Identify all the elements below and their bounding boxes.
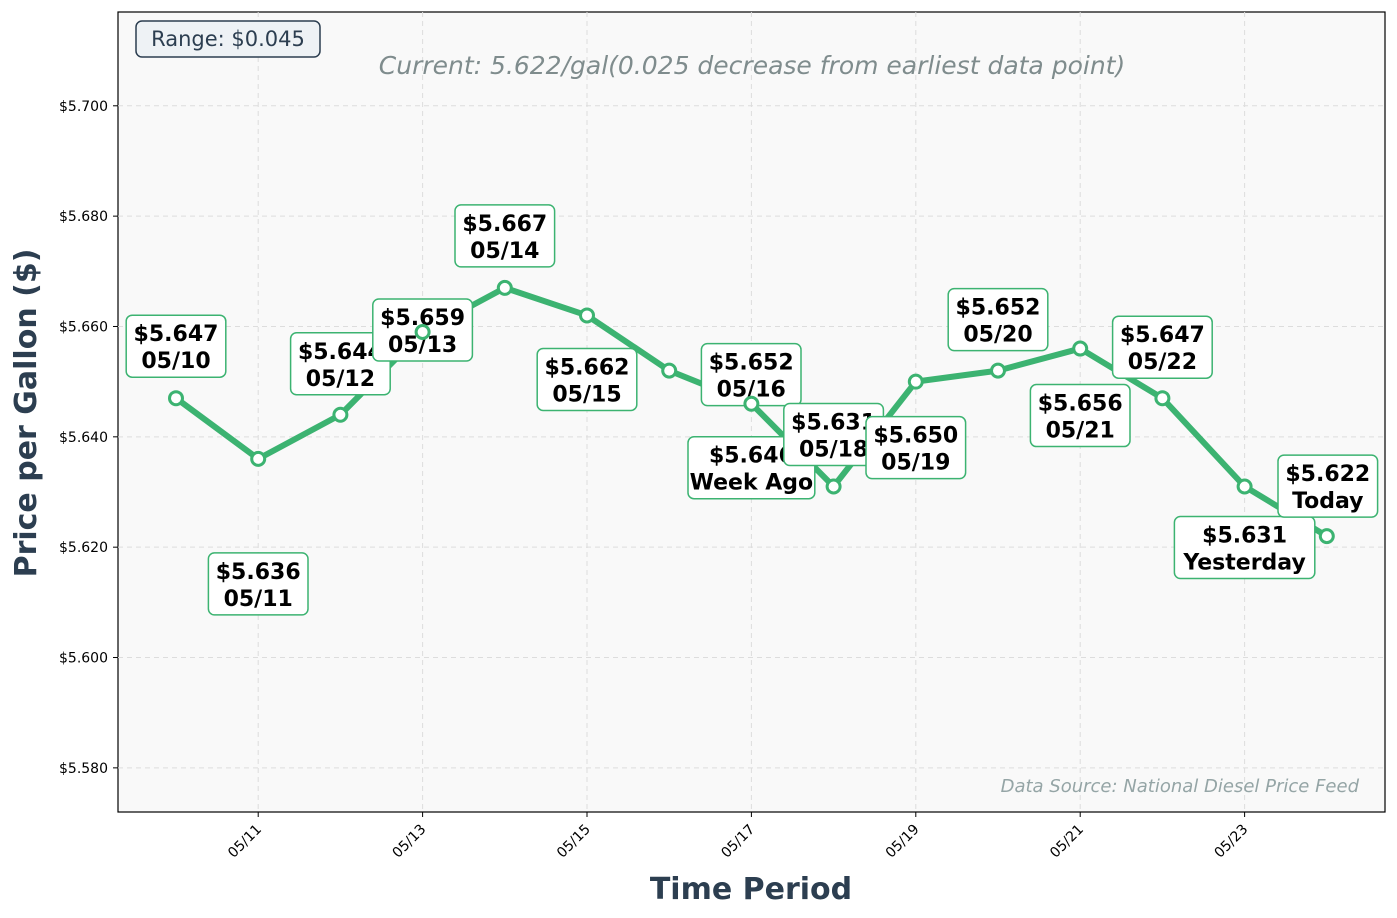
x-tick-label: 05/19 bbox=[883, 822, 923, 862]
annotation-label: Week Ago bbox=[690, 471, 814, 496]
y-tick-label: $5.640 bbox=[59, 430, 108, 446]
data-point bbox=[743, 395, 760, 412]
y-tick-label: $5.680 bbox=[59, 209, 108, 225]
annotation-price: $5.652 bbox=[956, 296, 1041, 321]
annotation-label: 05/18 bbox=[799, 437, 868, 462]
annotation-label: 05/22 bbox=[1128, 350, 1197, 375]
annotation-price: $5.652 bbox=[709, 351, 794, 376]
y-axis: $5.580 $5.600 $5.620 $5.640 $5.660 $5.680 $5.7… bbox=[59, 99, 118, 777]
x-tick-label: 05/11 bbox=[225, 822, 265, 862]
subtitle: Current: 5.622/gal(0.025 decrease from e… bbox=[379, 51, 1125, 80]
data-point bbox=[907, 373, 924, 390]
point-annotations: $5.64705/10$5.63605/11$5.64405/12$5.6590… bbox=[125, 204, 1379, 616]
annotation-box bbox=[1111, 315, 1213, 379]
data-source-note: Data Source: National Diesel Price Feed bbox=[1001, 776, 1360, 797]
annotation-price: $5.631 bbox=[1202, 523, 1287, 548]
annotation-box bbox=[1029, 383, 1131, 448]
range-label: Range: $0.045 bbox=[151, 27, 305, 51]
x-axis: 05/11 05/13 05/15 05/17 05/19 05/21 05/23 bbox=[225, 812, 1251, 861]
annotation-box bbox=[125, 314, 227, 378]
annotation-label: 05/12 bbox=[306, 367, 375, 392]
annotation-label: 05/14 bbox=[470, 239, 539, 264]
range-box: Range: $0.045 bbox=[135, 20, 321, 58]
annotation-price: $5.650 bbox=[873, 424, 958, 449]
y-tick-label: $5.660 bbox=[59, 319, 108, 335]
y-tick-label: $5.600 bbox=[59, 651, 108, 667]
annotation-label: 05/19 bbox=[881, 451, 950, 476]
annotation-box bbox=[207, 552, 309, 616]
y-tick-label: $5.580 bbox=[59, 761, 108, 777]
x-tick-label: 05/17 bbox=[718, 822, 758, 862]
data-point bbox=[579, 307, 595, 324]
data-point bbox=[414, 324, 431, 340]
annotation-box bbox=[1277, 454, 1379, 518]
data-point bbox=[1072, 340, 1089, 357]
annotation-price: $5.647 bbox=[1120, 323, 1205, 348]
annotation-label: 05/21 bbox=[1046, 419, 1115, 444]
annotation-box bbox=[947, 287, 1049, 352]
x-tick-label: 05/21 bbox=[1047, 822, 1087, 862]
grid-lines bbox=[118, 12, 1385, 812]
data-point bbox=[496, 279, 513, 296]
series-markers bbox=[168, 279, 1335, 545]
data-point bbox=[661, 362, 678, 379]
annotation-label: Today bbox=[1292, 489, 1363, 514]
x-axis-title: Time Period bbox=[650, 872, 852, 907]
data-point bbox=[990, 362, 1006, 379]
annotation-box bbox=[1173, 515, 1316, 580]
annotation-box bbox=[454, 204, 556, 268]
annotation-label: 05/20 bbox=[963, 323, 1032, 348]
annotation-price: $5.644 bbox=[298, 340, 383, 365]
data-point bbox=[168, 390, 184, 407]
x-tick-label: 05/15 bbox=[554, 822, 594, 862]
data-point bbox=[1318, 528, 1335, 545]
annotation-box bbox=[289, 332, 391, 396]
annotation-label: 05/10 bbox=[141, 349, 210, 374]
annotation-price: $5.622 bbox=[1285, 462, 1370, 487]
data-point bbox=[1236, 478, 1253, 495]
annotation-label: Yesterday bbox=[1182, 550, 1305, 575]
x-tick-label: 05/23 bbox=[1212, 822, 1252, 862]
annotation-price: $5.647 bbox=[134, 322, 219, 347]
data-point bbox=[825, 478, 842, 495]
data-point bbox=[332, 406, 349, 423]
y-tick-label: $5.700 bbox=[59, 99, 108, 115]
x-tick-label: 05/13 bbox=[390, 822, 430, 862]
annotation-price: $5.636 bbox=[216, 560, 301, 585]
annotation-price: $5.662 bbox=[545, 355, 630, 380]
annotation-price: $5.656 bbox=[1038, 392, 1123, 417]
annotation-price: $5.631 bbox=[791, 410, 876, 435]
annotation-box bbox=[865, 415, 967, 480]
annotation-price: $5.646 bbox=[709, 444, 794, 469]
annotation-price: $5.667 bbox=[462, 212, 547, 237]
annotation-label: 05/15 bbox=[552, 382, 621, 407]
data-point bbox=[1154, 390, 1171, 407]
y-tick-label: $5.620 bbox=[59, 540, 108, 556]
data-point bbox=[250, 450, 267, 467]
y-axis-title: Price per Gallon ($) bbox=[9, 249, 44, 578]
annotation-box bbox=[536, 347, 638, 412]
annotation-label: 05/11 bbox=[224, 587, 293, 612]
